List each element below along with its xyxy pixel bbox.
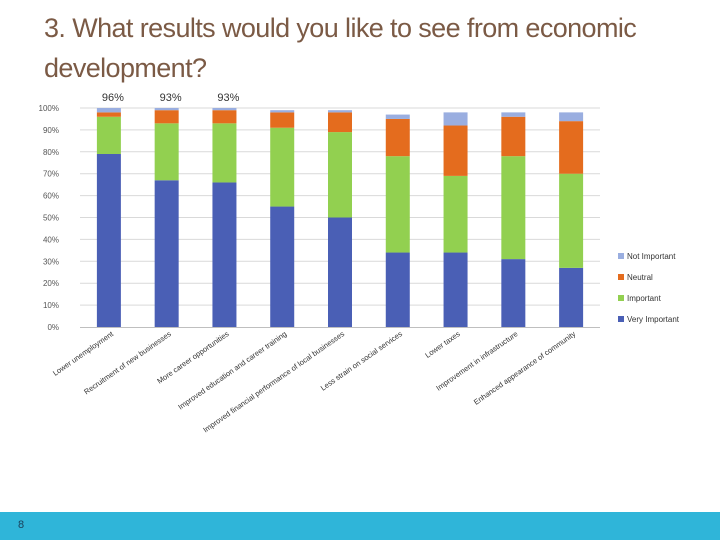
bar-total-annotation: 93%: [217, 92, 239, 104]
bar-segment-very-important: [501, 259, 526, 327]
bar-segment-important: [501, 156, 526, 260]
bar-segment-important: [96, 116, 121, 154]
bar-segment-very-important: [443, 252, 468, 327]
bar-segment-very-important: [154, 180, 179, 327]
bar-segment-neutral: [501, 116, 526, 157]
bar-total-annotation: 96%: [102, 92, 124, 104]
bar-segment-important: [559, 173, 584, 268]
legend-label: Not Important: [627, 252, 676, 261]
y-tick-label: 90%: [43, 126, 59, 135]
y-tick-label: 70%: [43, 170, 59, 179]
y-tick-label: 100%: [39, 104, 59, 113]
bar-segment-not-important: [385, 114, 410, 119]
y-tick-label: 80%: [43, 148, 59, 157]
bar-segment-important: [385, 156, 410, 253]
slide-title: 3. What results would you like to see fr…: [44, 13, 637, 83]
bar-segment-neutral: [270, 112, 295, 128]
bar-segment-neutral: [96, 112, 121, 117]
legend: Not Important Neutral Important Very Import…: [618, 252, 680, 324]
x-category-label: Lower taxes: [423, 329, 461, 360]
y-tick-label: 10%: [43, 301, 59, 310]
bar-segment-not-important: [154, 108, 179, 111]
bar-segment-very-important: [385, 252, 410, 327]
legend-swatch: [618, 274, 624, 280]
legend-swatch: [618, 253, 624, 259]
bar-segment-very-important: [270, 206, 295, 327]
y-axis-ticks: 0% 10% 20% 30% 40% 50% 60% 70% 80% 90% 100%: [39, 104, 59, 332]
legend-swatch: [618, 316, 624, 322]
legend-label: Important: [627, 294, 662, 303]
bar-segment-neutral: [154, 110, 179, 124]
bar-segment-not-important: [270, 110, 295, 113]
y-tick-label: 20%: [43, 279, 59, 288]
y-tick-label: 30%: [43, 257, 59, 266]
bar-segment-important: [270, 127, 295, 207]
bar-total-annotation: 93%: [160, 92, 182, 104]
stacked-bar-chart: 0% 10% 20% 30% 40% 50% 60% 70% 80% 90% 100% 96% 93%…: [39, 92, 680, 435]
legend-swatch: [618, 295, 624, 301]
bar-segment-neutral: [559, 121, 584, 174]
bar-segment-important: [328, 132, 352, 218]
bar-segment-neutral: [328, 112, 352, 133]
footer-bar: 8: [0, 512, 720, 540]
y-tick-label: 60%: [43, 192, 59, 201]
bar-segment-not-important: [559, 112, 584, 122]
bar-segment-very-important: [96, 153, 121, 327]
y-tick-label: 40%: [43, 235, 59, 244]
legend-label: Neutral: [627, 273, 653, 282]
bar-segment-not-important: [212, 108, 237, 111]
bar-annotations: 96% 93% 93%: [102, 92, 240, 104]
bar-segment-important: [443, 175, 468, 253]
bar-segment-not-important: [501, 112, 526, 117]
bar-segment-very-important: [212, 182, 237, 327]
legend-label: Very Important: [627, 315, 680, 324]
y-tick-label: 0%: [47, 323, 59, 332]
bar-segment-not-important: [328, 110, 352, 113]
bar-segment-important: [154, 123, 179, 181]
bar-segment-neutral: [443, 125, 468, 176]
x-category-label: Lower unemployment: [51, 329, 116, 378]
bar-segment-not-important: [443, 112, 468, 126]
bar-segment-neutral: [385, 118, 410, 157]
bar-segment-neutral: [212, 110, 237, 124]
x-category-label: Improved education and career training: [176, 329, 288, 411]
bar-segment-important: [212, 123, 237, 183]
bars: [96, 108, 584, 327]
bar-segment-very-important: [559, 267, 584, 327]
y-tick-label: 50%: [43, 214, 59, 223]
bar-segment-very-important: [328, 217, 352, 327]
x-category-label: Enhanced appearance of community: [472, 329, 577, 407]
slide-number: 8: [18, 519, 25, 531]
bar-segment-not-important: [96, 108, 121, 113]
